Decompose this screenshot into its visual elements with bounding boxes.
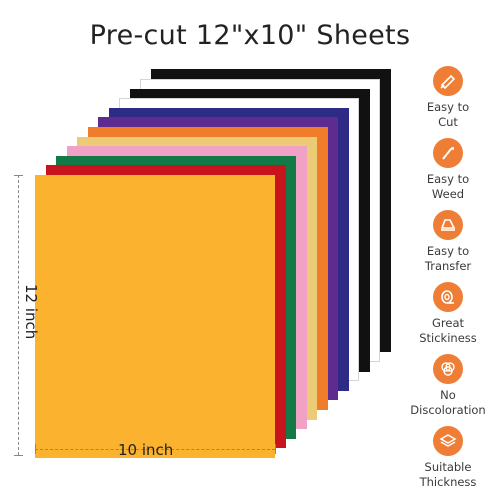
iron-transfer-icon (433, 210, 463, 240)
height-dimension-line (18, 175, 19, 455)
stacked-layers-icon (433, 426, 463, 456)
width-label: 10 inch (118, 441, 174, 459)
feature-line-2: Thickness (419, 475, 477, 489)
feature-line-2: Weed (431, 187, 465, 201)
knife-cut-icon (433, 66, 463, 96)
vinyl-sheet (35, 175, 275, 458)
feature-line-2: Stickiness (419, 331, 477, 345)
feature-line-1: Easy to (426, 172, 470, 186)
height-label: 12 inch (22, 284, 40, 340)
feature-line-1: No (440, 388, 456, 402)
tape-roll-icon (433, 282, 463, 312)
feature-line-1: Great (431, 316, 465, 330)
feature-easy-to-transfer: Easy to Transfer (398, 210, 498, 274)
color-circles-icon (433, 354, 463, 384)
feature-line-2: Discoloration (410, 403, 486, 417)
height-tick-top (14, 175, 23, 176)
page-title: Pre-cut 12"x10" Sheets (89, 20, 411, 51)
weeding-hook-icon (433, 138, 463, 168)
width-tick-right (275, 444, 276, 454)
feature-line-1: Easy to (426, 100, 470, 114)
feature-line-1: Suitable (424, 460, 472, 474)
feature-easy-to-weed: Easy to Weed (398, 138, 498, 202)
feature-no-discoloration: No Discoloration (398, 354, 498, 418)
feature-great-stickiness: Great Stickiness (398, 282, 498, 346)
width-dimension-line (35, 449, 275, 450)
width-tick-left (35, 444, 36, 454)
feature-line-2: Transfer (424, 259, 472, 273)
feature-easy-to-cut: Easy to Cut (398, 66, 498, 130)
height-tick-bottom (14, 455, 23, 456)
feature-line-2: Cut (438, 115, 458, 129)
feature-suitable-thickness: Suitable Thickness (398, 426, 498, 490)
feature-line-1: Easy to (426, 244, 470, 258)
